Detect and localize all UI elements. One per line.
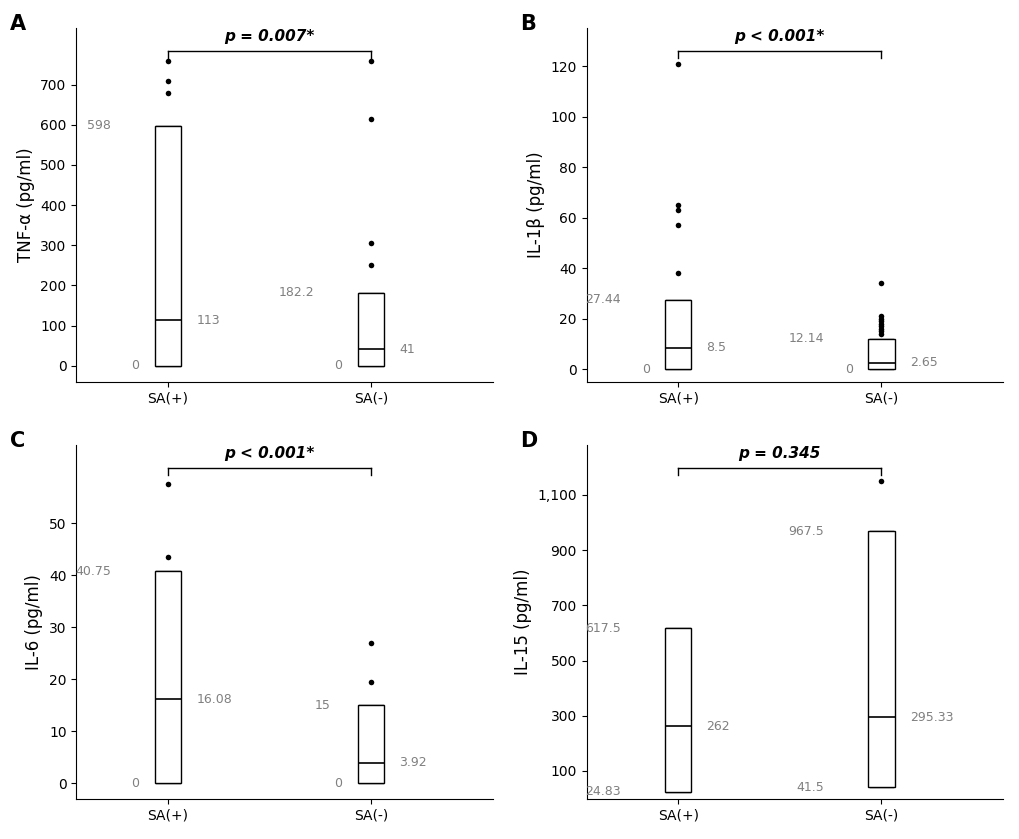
Text: 617.5: 617.5 — [585, 622, 621, 634]
Text: B: B — [520, 14, 535, 34]
Y-axis label: IL-6 (pg/ml): IL-6 (pg/ml) — [25, 574, 44, 670]
Text: p = 0.345: p = 0.345 — [738, 446, 820, 461]
Bar — [867, 531, 894, 787]
Bar — [867, 339, 894, 369]
Bar — [358, 293, 384, 366]
Text: 8.5: 8.5 — [706, 341, 726, 354]
Text: 2.65: 2.65 — [909, 356, 936, 369]
Text: p = 0.007*: p = 0.007* — [224, 29, 314, 44]
Text: 15: 15 — [314, 699, 330, 711]
Bar — [664, 628, 691, 792]
Text: 0: 0 — [131, 359, 140, 373]
Text: 0: 0 — [334, 359, 342, 373]
Bar — [155, 126, 180, 366]
Text: 182.2: 182.2 — [278, 286, 314, 300]
Text: 40.75: 40.75 — [75, 565, 111, 578]
Text: 598: 598 — [87, 119, 111, 132]
Text: 27.44: 27.44 — [585, 294, 621, 306]
Text: 41: 41 — [399, 343, 415, 356]
Text: 12.14: 12.14 — [789, 332, 823, 345]
Text: 113: 113 — [196, 314, 220, 327]
Text: 0: 0 — [641, 362, 649, 376]
Text: 16.08: 16.08 — [196, 693, 231, 706]
Y-axis label: TNF-α (pg/ml): TNF-α (pg/ml) — [16, 148, 35, 263]
Text: 262: 262 — [706, 720, 730, 732]
Text: 3.92: 3.92 — [399, 756, 427, 769]
Y-axis label: IL-1β (pg/ml): IL-1β (pg/ml) — [527, 152, 544, 258]
Y-axis label: IL-15 (pg/ml): IL-15 (pg/ml) — [514, 569, 531, 675]
Text: p < 0.001*: p < 0.001* — [734, 29, 824, 44]
Bar — [155, 571, 180, 783]
Text: 41.5: 41.5 — [796, 780, 823, 794]
Text: 0: 0 — [131, 777, 140, 789]
Text: 0: 0 — [334, 777, 342, 789]
Bar — [664, 300, 691, 369]
Text: p < 0.001*: p < 0.001* — [224, 446, 314, 461]
Text: 967.5: 967.5 — [788, 525, 823, 538]
Text: 0: 0 — [844, 362, 852, 376]
Text: D: D — [520, 431, 537, 451]
Text: 295.33: 295.33 — [909, 711, 953, 723]
Bar — [358, 705, 384, 783]
Text: A: A — [9, 14, 25, 34]
Text: C: C — [9, 431, 24, 451]
Text: 24.83: 24.83 — [585, 785, 621, 798]
